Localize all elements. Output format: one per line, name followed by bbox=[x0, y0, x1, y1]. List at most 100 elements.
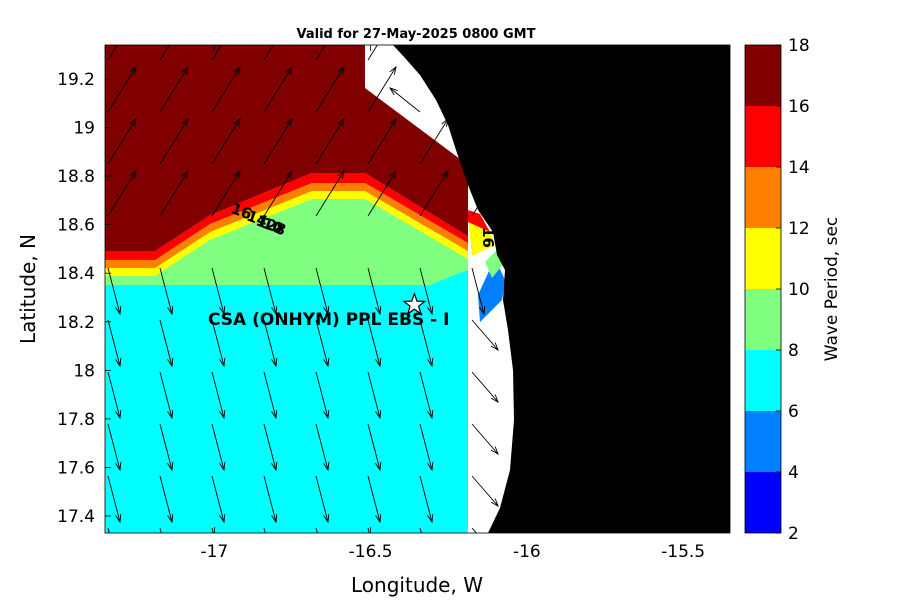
wave-arrow bbox=[556, 45, 577, 61]
wave-arrow bbox=[471, 267, 486, 316]
wave-arrow bbox=[471, 475, 499, 507]
wave-arrow bbox=[263, 169, 293, 217]
wave-arrow bbox=[523, 371, 551, 403]
wave-arrow bbox=[315, 371, 330, 420]
y-tick-label: 17.8 bbox=[57, 410, 95, 430]
wave-arrow bbox=[504, 45, 525, 61]
wave-arrow bbox=[107, 117, 137, 165]
wave-arrow bbox=[627, 475, 655, 507]
wave-arrow bbox=[315, 65, 345, 113]
x-axis: -17 -16.5 -16 -15.5 bbox=[200, 45, 705, 562]
map-title: Valid for 27-May-2025 0800 GMT bbox=[297, 27, 536, 42]
wave-arrow bbox=[159, 475, 174, 524]
wave-arrow bbox=[107, 169, 137, 217]
wave-arrow bbox=[315, 267, 330, 316]
colorbar-tick-label: 2 bbox=[788, 524, 799, 544]
contour-label: 16 bbox=[479, 227, 497, 248]
colorbar-segment bbox=[745, 411, 781, 472]
wave-arrow bbox=[575, 423, 603, 455]
wave-arrow bbox=[575, 267, 590, 316]
colorbar-segment bbox=[745, 106, 781, 167]
wave-arrow bbox=[315, 45, 326, 61]
colorbar-tick-label: 16 bbox=[788, 97, 810, 117]
coastal-band-yellow bbox=[468, 218, 495, 256]
wave-arrow bbox=[471, 423, 499, 455]
wave-arrow bbox=[159, 371, 174, 420]
wave-arrow bbox=[419, 371, 434, 420]
wave-arrow bbox=[315, 423, 330, 472]
wave-arrow bbox=[367, 117, 397, 165]
wave-arrow bbox=[263, 45, 274, 61]
wave-arrow bbox=[107, 319, 122, 368]
wave-arrow bbox=[263, 117, 293, 165]
wave-arrow bbox=[107, 423, 122, 472]
wave-arrow bbox=[159, 267, 174, 316]
wave-arrow bbox=[367, 423, 382, 472]
wave-arrow bbox=[367, 475, 382, 524]
wave-arrow bbox=[523, 319, 551, 351]
wave-arrow bbox=[315, 319, 330, 368]
wave-arrow bbox=[263, 371, 278, 420]
coastal-band-blue bbox=[478, 258, 505, 322]
wave-arrow bbox=[367, 319, 382, 368]
x-tick-label: -17 bbox=[200, 542, 228, 562]
y-tick-label: 18.8 bbox=[57, 167, 95, 187]
y-tick-label: 17.4 bbox=[57, 507, 95, 527]
wave-arrow bbox=[211, 475, 226, 524]
wave-arrow bbox=[211, 267, 226, 316]
wave-arrow bbox=[367, 45, 378, 61]
station-label: CSA (ONHYM) PPL EBS - I bbox=[208, 310, 449, 330]
wave-arrow bbox=[211, 169, 241, 217]
wave-arrow bbox=[159, 319, 174, 368]
wave-arrow bbox=[315, 169, 345, 217]
wave-arrow bbox=[627, 267, 642, 316]
colorbar-segment bbox=[745, 472, 781, 533]
colorbar-tick-label: 10 bbox=[788, 280, 810, 300]
wave-arrow bbox=[627, 319, 655, 351]
wave-arrow bbox=[575, 371, 603, 403]
period-band-14-16 bbox=[105, 173, 468, 260]
colorbar-tick-label: 14 bbox=[788, 158, 810, 178]
wave-arrow bbox=[523, 267, 538, 316]
wave-arrow bbox=[627, 371, 655, 403]
wave-arrow bbox=[471, 169, 501, 217]
wave-arrow bbox=[627, 423, 655, 455]
wave-arrow bbox=[419, 527, 422, 533]
colorbar-tick-label: 6 bbox=[788, 402, 799, 422]
wave-arrow bbox=[367, 169, 397, 217]
wave-arrow bbox=[211, 423, 226, 472]
wave-arrow bbox=[107, 267, 122, 316]
period-band-10-12 bbox=[105, 191, 468, 276]
wave-arrow bbox=[388, 87, 421, 113]
colorbar-segment bbox=[745, 167, 781, 228]
colorbar-segment bbox=[745, 289, 781, 350]
wave-arrow bbox=[211, 319, 226, 368]
wave-arrow bbox=[263, 423, 278, 472]
y-tick-label: 18 bbox=[73, 361, 95, 381]
wave-arrow bbox=[575, 319, 603, 351]
colorbar: 2 4 6 8 10 12 14 16 18 bbox=[744, 36, 810, 544]
wave-arrow bbox=[452, 45, 473, 61]
wave-arrow bbox=[367, 267, 382, 316]
period-band-16-18 bbox=[105, 45, 468, 251]
y-tick-label: 19.2 bbox=[57, 70, 95, 90]
colorbar-segment bbox=[745, 228, 781, 289]
colorbar-tick-label: 8 bbox=[788, 341, 799, 361]
wave-arrow bbox=[523, 475, 551, 507]
wave-arrow bbox=[471, 319, 499, 351]
wave-arrow bbox=[159, 117, 189, 165]
colorbar-tick-label: 18 bbox=[788, 36, 810, 56]
wave-arrow bbox=[440, 87, 473, 113]
x-tick-label: -15.5 bbox=[661, 542, 705, 562]
wave-arrow bbox=[159, 65, 189, 113]
wave-arrow bbox=[263, 267, 278, 316]
wave-arrow bbox=[107, 65, 137, 113]
wave-arrow bbox=[107, 475, 122, 524]
wave-arrow bbox=[419, 267, 434, 316]
x-tick-label: -16.5 bbox=[349, 542, 393, 562]
colorbar-tick-label: 4 bbox=[788, 463, 799, 483]
y-tick-label: 19 bbox=[73, 119, 95, 139]
colorbar-tick-label: 12 bbox=[788, 219, 810, 239]
